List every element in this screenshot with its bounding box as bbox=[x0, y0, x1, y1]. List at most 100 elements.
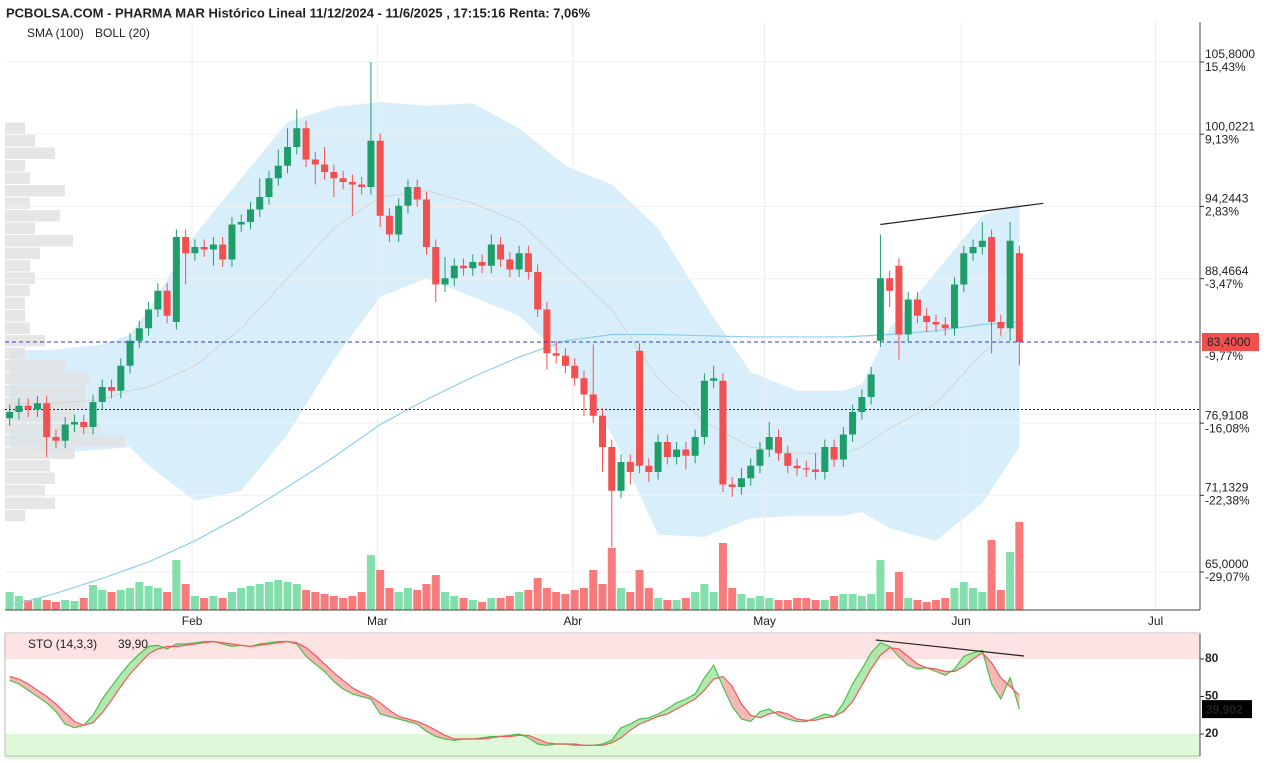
volume-profile-bar bbox=[5, 160, 25, 172]
candle-body bbox=[469, 262, 477, 269]
volume-bar bbox=[70, 601, 79, 610]
volume-bar bbox=[190, 596, 199, 610]
candle-body bbox=[293, 128, 301, 147]
candle-body bbox=[302, 128, 310, 160]
y-tick-label: 50 bbox=[1205, 689, 1219, 703]
volume-bar bbox=[348, 596, 357, 610]
stoch-fill bbox=[630, 719, 640, 731]
volume-bar bbox=[718, 543, 727, 610]
y-tick-label: 20 bbox=[1205, 726, 1219, 740]
volume-bar bbox=[663, 600, 672, 610]
candle-body bbox=[839, 434, 847, 460]
stoch-fill bbox=[861, 652, 872, 686]
y-tick-label: 94,2443 bbox=[1205, 192, 1249, 206]
volume-bar bbox=[394, 592, 403, 610]
volume-bar bbox=[33, 598, 42, 610]
candle-body bbox=[589, 394, 597, 416]
candle-body bbox=[478, 262, 486, 266]
volume-bar bbox=[1006, 552, 1015, 610]
volume-bar bbox=[209, 596, 218, 610]
candle-body bbox=[108, 387, 116, 391]
volume-bar bbox=[978, 592, 987, 610]
stoch-fill bbox=[380, 702, 390, 717]
bollinger-middle bbox=[9, 190, 1020, 454]
x-tick-label: Mar bbox=[367, 614, 388, 628]
volume-profile-bar bbox=[5, 122, 25, 134]
y-tick-label: 100,0221 bbox=[1205, 119, 1255, 133]
volume-profile-bar bbox=[5, 247, 40, 259]
volume-profile-bar bbox=[5, 260, 30, 272]
volume-bar bbox=[802, 598, 811, 610]
volume-bar bbox=[302, 590, 311, 610]
candle-body bbox=[441, 278, 449, 285]
candle-body bbox=[775, 437, 783, 454]
volume-profile-bar bbox=[5, 472, 55, 484]
volume-bar bbox=[311, 592, 320, 610]
y-tick-label: 76,9108 bbox=[1205, 408, 1249, 422]
stoch-fill bbox=[407, 719, 418, 724]
volume-bar bbox=[987, 540, 996, 610]
volume-profile-bar bbox=[5, 510, 25, 522]
sma-line bbox=[9, 321, 1020, 607]
volume-bar bbox=[246, 586, 255, 610]
candle-body bbox=[728, 484, 736, 487]
candle-body bbox=[636, 350, 644, 466]
candle-body bbox=[506, 259, 514, 270]
candle-body bbox=[200, 247, 208, 250]
last-value-label: 39,902 bbox=[1206, 702, 1243, 716]
stoch-fill bbox=[55, 704, 66, 724]
candle-body bbox=[913, 299, 921, 316]
candle-body bbox=[812, 469, 820, 472]
candle-body bbox=[997, 322, 1005, 329]
candle-body bbox=[978, 240, 986, 247]
volume-bar bbox=[163, 592, 172, 610]
volume-bar bbox=[505, 596, 514, 610]
candle-body bbox=[534, 272, 542, 310]
volume-profile-bar bbox=[5, 322, 30, 334]
stoch-fill bbox=[120, 662, 131, 687]
candle-body bbox=[98, 387, 106, 402]
volume-profile-bar bbox=[5, 335, 45, 347]
stoch-fill bbox=[852, 669, 862, 702]
volume-bar bbox=[144, 586, 153, 610]
volume-profile-bar bbox=[5, 210, 60, 222]
candle-body bbox=[256, 197, 264, 210]
last-price-label: 83,4000 bbox=[1207, 335, 1251, 349]
pct-tick-label: -16,08% bbox=[1205, 421, 1250, 435]
volume-bar bbox=[941, 598, 950, 610]
candle-body bbox=[886, 278, 894, 291]
candle-body bbox=[358, 184, 366, 187]
volume-profile-bar bbox=[5, 497, 55, 509]
volume-bar bbox=[265, 582, 274, 610]
candle-body bbox=[969, 247, 977, 254]
stoch-fill bbox=[102, 686, 112, 713]
volume-bar bbox=[700, 584, 709, 610]
volume-profile-bar bbox=[5, 222, 35, 234]
volume-bar bbox=[496, 598, 505, 610]
volume-bar bbox=[107, 592, 116, 610]
volume-bar bbox=[793, 598, 802, 610]
stoch-fill bbox=[426, 725, 436, 737]
candle-body bbox=[561, 355, 569, 366]
volume-bar bbox=[867, 594, 876, 610]
indicator-value: 39,90 bbox=[118, 637, 148, 651]
volume-bar bbox=[61, 600, 70, 610]
volume-profile-bar bbox=[5, 460, 50, 472]
pct-tick-label: 15,43% bbox=[1205, 60, 1246, 74]
candle-body bbox=[70, 422, 78, 425]
candle-body bbox=[599, 415, 606, 447]
candle-body bbox=[515, 253, 523, 270]
volume-profile-bar bbox=[5, 172, 30, 184]
volume-profile-bar bbox=[5, 147, 55, 159]
volume-bar bbox=[218, 598, 227, 610]
volume-bar bbox=[5, 592, 14, 610]
volume-bar bbox=[626, 592, 635, 610]
candle-body bbox=[422, 199, 430, 247]
volume-bar bbox=[857, 596, 866, 610]
volume-bar bbox=[98, 590, 107, 610]
volume-bar bbox=[691, 592, 700, 610]
volume-bar bbox=[450, 596, 459, 610]
candle-body bbox=[960, 253, 968, 285]
candle-body bbox=[145, 309, 153, 329]
candle-body bbox=[719, 380, 727, 485]
